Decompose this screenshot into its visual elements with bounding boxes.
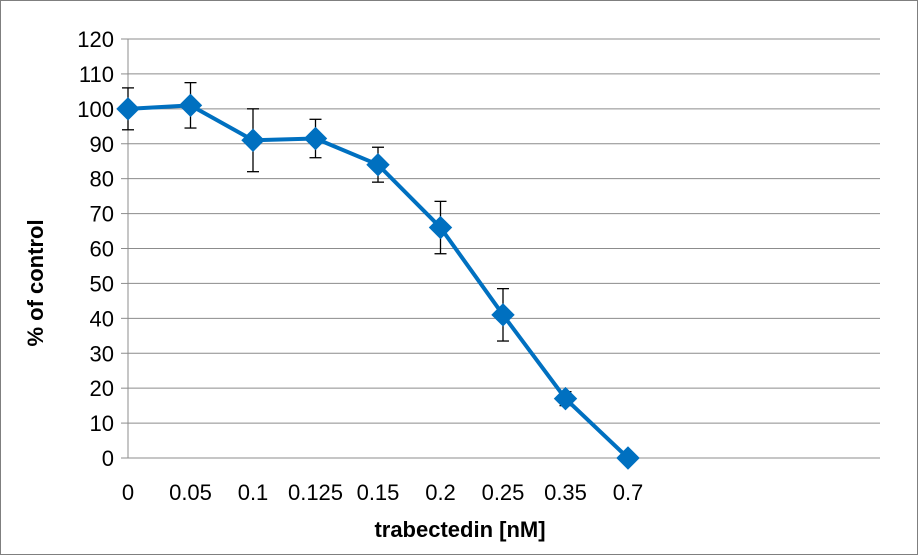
y-tick-label: 0 (102, 446, 114, 471)
x-tick-label: 0.05 (169, 480, 212, 505)
x-tick-label: 0.7 (613, 480, 644, 505)
data-point-marker (178, 93, 203, 118)
y-tick-label: 70 (90, 202, 114, 227)
data-point-marker (428, 215, 453, 240)
data-point-marker (491, 303, 515, 327)
y-tick-label: 120 (77, 27, 114, 52)
data-point-marker (241, 128, 265, 152)
error-bars (122, 81, 572, 407)
y-tick-label: 40 (90, 306, 114, 331)
y-tick-label: 30 (90, 341, 114, 366)
data-point-marker (303, 126, 328, 151)
x-tick-label: 0.15 (357, 480, 400, 505)
y-tick-labels: 0 10 20 30 40 50 60 70 80 90 100 110 120 (77, 27, 114, 471)
y-tick-label: 60 (90, 237, 114, 262)
data-point-marker (116, 97, 140, 121)
data-point-marker (366, 152, 390, 177)
gridlines (128, 38, 880, 424)
y-tick-label: 100 (77, 97, 114, 122)
x-tick-label: 0.25 (482, 480, 525, 505)
x-tick-label: 0.1 (238, 480, 269, 505)
y-tick-label: 90 (90, 132, 114, 157)
y-tick-label: 10 (90, 411, 114, 436)
data-points (116, 93, 640, 470)
x-tick-label: 0.2 (425, 480, 456, 505)
x-tick-labels: 0 0.05 0.1 0.125 0.15 0.2 0.25 0.35 0.7 (122, 480, 643, 505)
y-tick-label: 110 (79, 62, 114, 87)
y-tick-label: 80 (90, 167, 114, 192)
y-tick-label: 50 (90, 271, 114, 296)
x-axis-title: trabectedin [nM] (374, 517, 545, 542)
data-point-marker (553, 386, 578, 411)
y-axis-title: % of control (23, 219, 48, 346)
x-tick-label: 0.125 (288, 480, 343, 505)
y-tick-label: 20 (90, 376, 114, 401)
data-point-marker (616, 446, 640, 470)
x-tick-label: 0.35 (544, 480, 587, 505)
x-tick-label: 0 (122, 480, 134, 505)
